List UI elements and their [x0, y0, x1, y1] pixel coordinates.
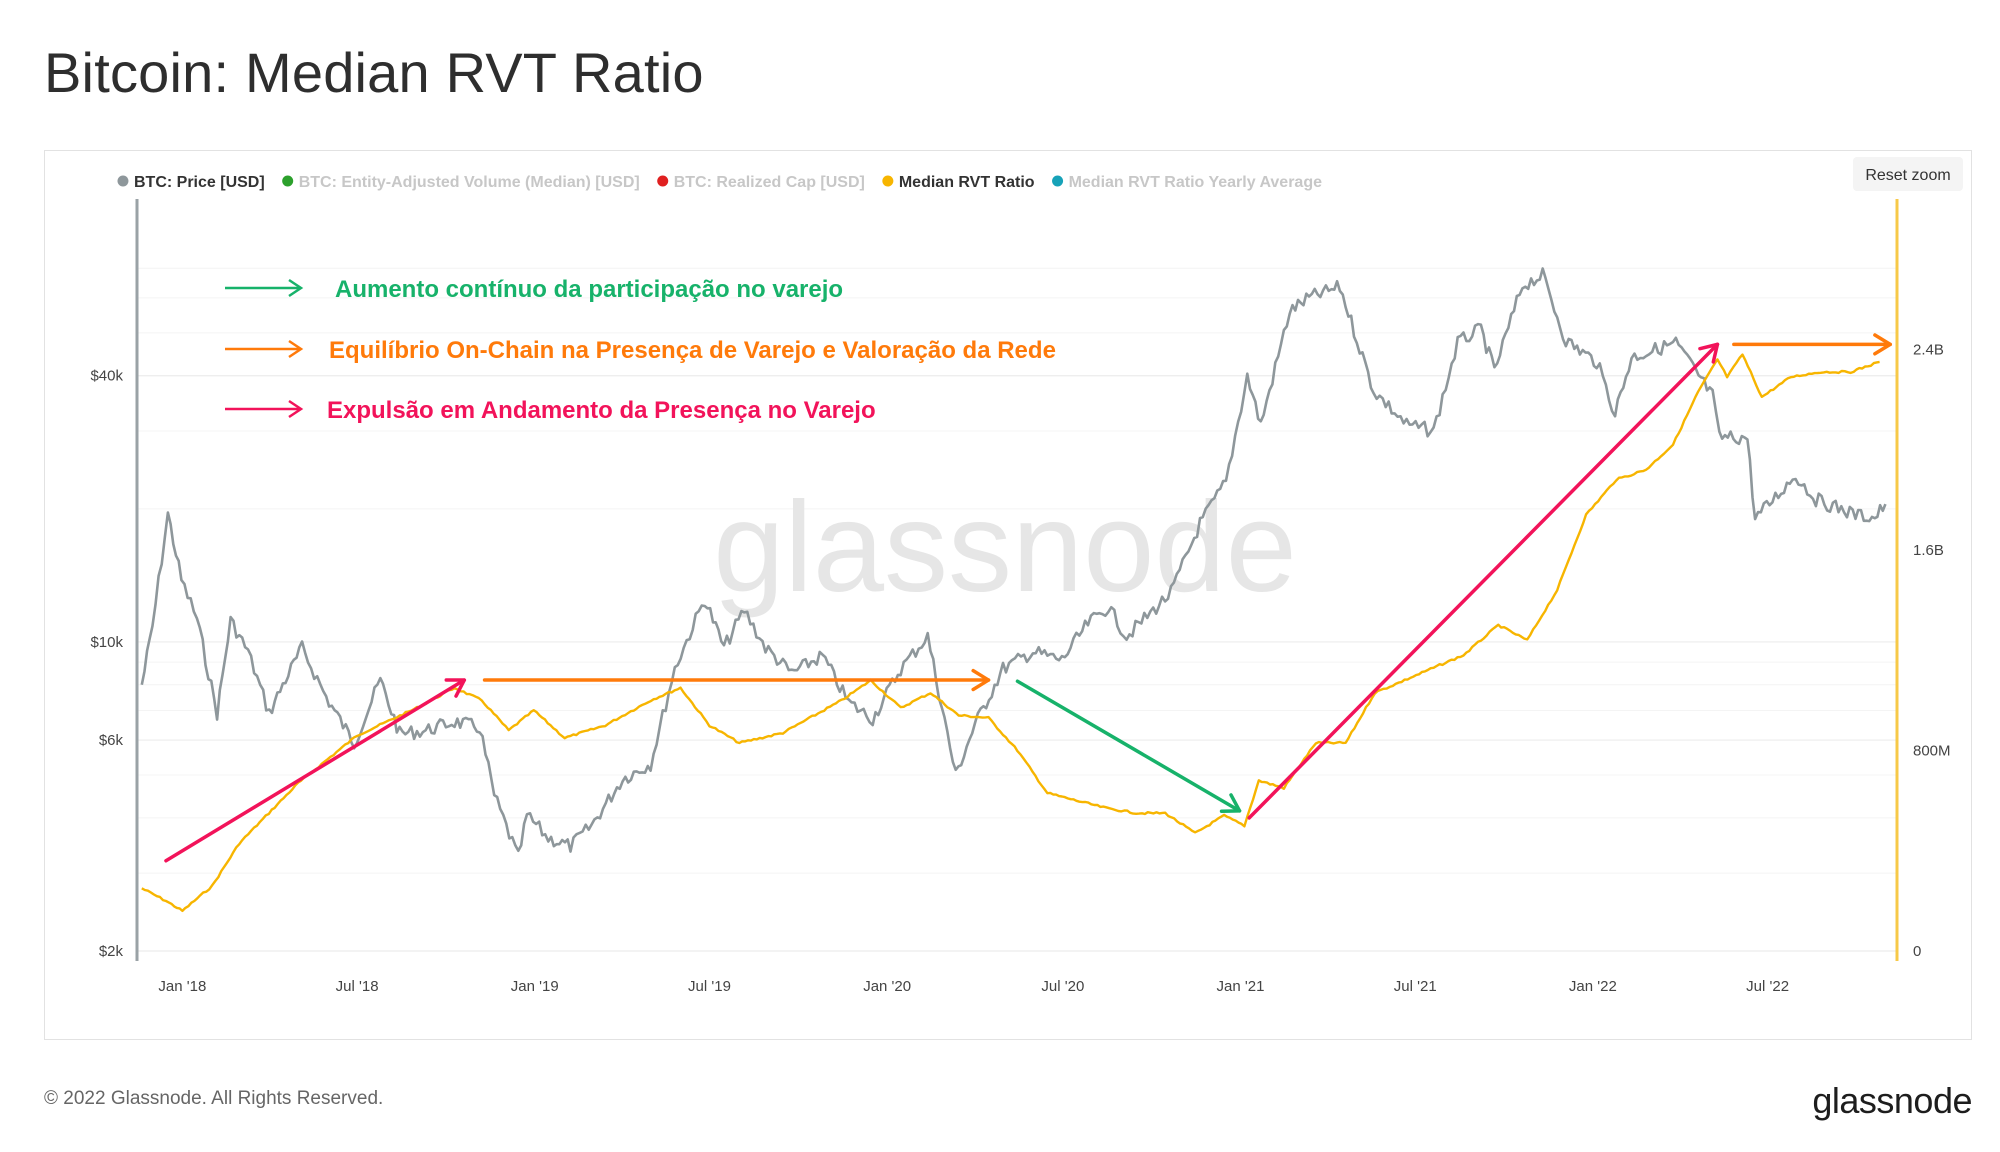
pink-legend-arrow [225, 399, 304, 419]
legend-label: Median RVT Ratio Yearly Average [1069, 174, 1323, 191]
y-right-tick-label: 0 [1913, 943, 1921, 960]
btc-price-line [140, 267, 1887, 853]
legend-item[interactable]: Median RVT Ratio Yearly Average [1052, 174, 1322, 191]
legend-item[interactable]: BTC: Realized Cap [USD] [657, 174, 865, 191]
green-trend-arrow-head [1219, 793, 1242, 813]
y-left-tick-label: $40k [90, 368, 123, 385]
pink-trend-arrow-head [1698, 342, 1720, 364]
reset-zoom-label: Reset zoom [1865, 167, 1950, 184]
green-legend-arrow-head [288, 278, 304, 298]
y-right-tick-label: 2.4B [1913, 341, 1944, 358]
legend-marker [282, 175, 294, 187]
x-tick-label: Jan '18 [158, 978, 206, 995]
green-annotation-text: Aumento contínuo da participação no vare… [335, 276, 843, 303]
legend-label: BTC: Price [USD] [134, 174, 265, 191]
legend-marker [117, 175, 129, 187]
orange-trend-arrow [1732, 333, 1892, 356]
legend-label: BTC: Entity-Adjusted Volume (Median) [US… [299, 174, 640, 191]
x-tick-label: Jul '19 [688, 978, 731, 995]
orange-legend-arrow [225, 339, 304, 359]
legend: BTC: Price [USD] BTC: Entity-Adjusted Vol… [117, 174, 1322, 191]
orange-trend-arrow-head [1873, 333, 1892, 356]
y-right-tick-label: 800M [1913, 742, 1951, 759]
grid-lines [137, 267, 1897, 952]
y-left-tick-label: $6k [99, 732, 124, 749]
legend-item[interactable]: BTC: Price [USD] [117, 174, 265, 191]
y-left-tick-label: $10k [90, 634, 123, 651]
orange-trend-arrow-head [971, 668, 991, 692]
orange-legend-arrow-head [288, 339, 304, 359]
pink-legend-arrow-head [288, 399, 304, 419]
footer-copyright: © 2022 Glassnode. All Rights Reserved. [44, 1088, 384, 1109]
legend-marker [1052, 175, 1064, 187]
legend-item[interactable]: Median RVT Ratio [882, 174, 1035, 191]
pink-trend-arrow-shaft [1247, 342, 1720, 820]
green-legend-arrow [225, 278, 304, 298]
orange-annotation-text: Equilíbrio On-Chain na Presença de Varej… [329, 337, 1056, 364]
axes: $2k $6k $10k $40k 0 800M 1.6B 2.4B Jan '18 Jul '1… [90, 199, 1951, 995]
green-trend-arrow [1015, 679, 1242, 813]
x-tick-label: Jan '20 [863, 978, 911, 995]
legend-marker [657, 175, 669, 187]
orange-trend-arrow [482, 668, 991, 692]
x-tick-label: Jan '21 [1217, 978, 1265, 995]
green-trend-arrow-shaft [1015, 679, 1242, 813]
pink-trend-arrow-shaft [164, 678, 467, 863]
legend-item[interactable]: BTC: Entity-Adjusted Volume (Median) [US… [282, 174, 640, 191]
chart[interactable]: glassnode BTC: Price [USD] BTC: Entity-Ad… [45, 151, 1973, 1041]
pink-trend-arrow [164, 678, 467, 863]
reset-zoom-button[interactable]: Reset zoom [1853, 157, 1963, 191]
x-tick-label: Jul '18 [336, 978, 379, 995]
median-rvt-ratio-line [141, 353, 1880, 913]
watermark-logo: glassnode [713, 476, 1297, 619]
legend-label: Median RVT Ratio [899, 174, 1035, 191]
annotation-arrows [164, 333, 1892, 863]
legend-label: BTC: Realized Cap [USD] [674, 174, 865, 191]
pink-trend-arrow [1247, 342, 1720, 820]
x-tick-label: Jul '21 [1394, 978, 1437, 995]
y-right-tick-label: 1.6B [1913, 542, 1944, 559]
x-tick-label: Jan '22 [1569, 978, 1617, 995]
x-tick-label: Jan '19 [511, 978, 559, 995]
x-tick-label: Jul '20 [1041, 978, 1084, 995]
x-tick-label: Jul '22 [1746, 978, 1789, 995]
pink-trend-arrow-head [444, 678, 467, 698]
legend-marker [882, 175, 894, 187]
pink-annotation-text: Expulsão em Andamento da Presença no Var… [327, 397, 876, 424]
page-title: Bitcoin: Median RVT Ratio [44, 41, 704, 104]
chart-frame: glassnode BTC: Price [USD] BTC: Entity-Ad… [44, 150, 1972, 1040]
footer-logo: glassnode [1812, 1080, 1972, 1121]
annotation-legend: Aumento contínuo da participação no vare… [225, 276, 1056, 424]
y-left-tick-label: $2k [99, 943, 124, 960]
